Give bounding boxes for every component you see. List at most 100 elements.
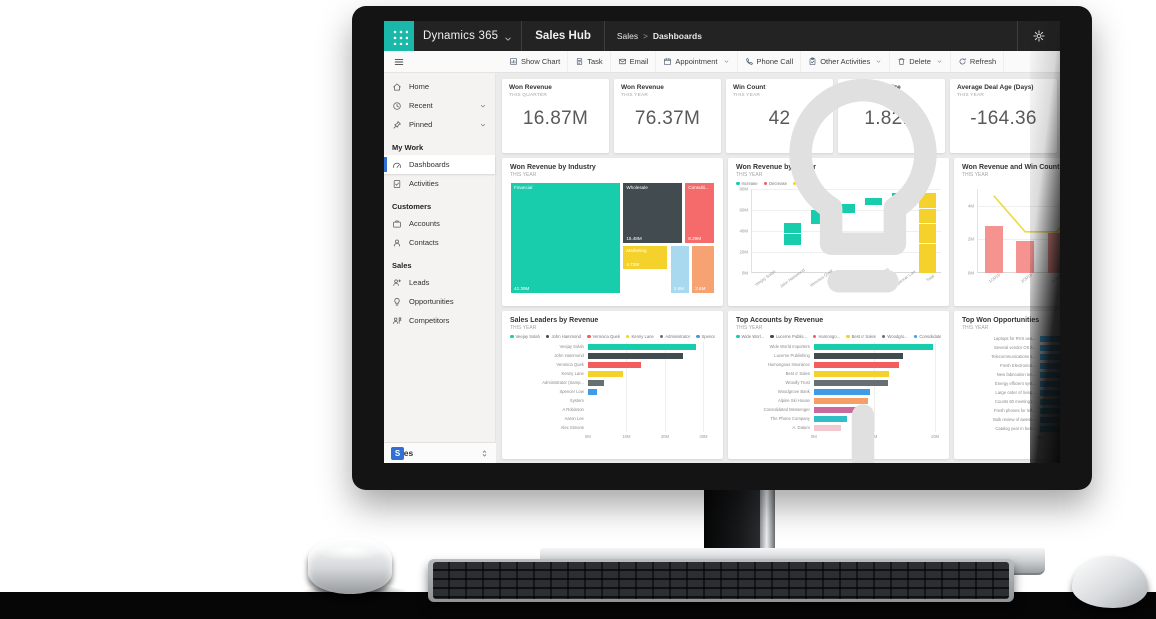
gridline — [703, 360, 705, 369]
chevron-down-icon[interactable] — [479, 102, 487, 110]
waffle-menu-icon[interactable] — [384, 21, 414, 51]
trash-icon — [897, 57, 906, 66]
chevron-down-icon[interactable] — [479, 121, 487, 129]
treemap-tile-marketing[interactable]: Marketing 4.72M — [622, 245, 669, 271]
product-name[interactable]: Dynamics 365 — [423, 30, 499, 42]
bar[interactable] — [587, 388, 597, 395]
sidebar-item-accounts[interactable]: Accounts — [384, 214, 495, 233]
treemap-tile-small[interactable]: 2.9M — [669, 245, 690, 294]
bar[interactable] — [1039, 416, 1060, 423]
chart-legend: Wide Worl... Lucerne Publis... Humongo... B… — [736, 334, 941, 339]
bar[interactable] — [813, 388, 870, 395]
updown-icon[interactable] — [480, 449, 489, 458]
bar[interactable] — [587, 379, 605, 386]
bar-row-plot — [813, 351, 941, 360]
treemap-tile-consumer-services[interactable]: Consumer Services — [622, 271, 669, 294]
sidebar-item-pinned[interactable]: Pinned — [384, 115, 495, 134]
bar-row-label: Woodly Trust — [785, 380, 810, 385]
waterfall-bar[interactable] — [784, 222, 801, 245]
bar[interactable] — [587, 370, 623, 377]
sidebar-item-contacts[interactable]: Contacts — [384, 233, 495, 252]
surface-dial[interactable] — [308, 537, 392, 594]
cmd-refresh[interactable]: Refresh — [951, 51, 1005, 72]
waterfall-bar[interactable] — [865, 198, 882, 205]
trend-bar[interactable] — [1016, 241, 1035, 273]
cmd-email[interactable]: Email — [611, 51, 657, 72]
cmd-delete[interactable]: Delete — [890, 51, 951, 72]
cmd-phone-call[interactable]: Phone Call — [738, 51, 802, 72]
chevron-down-icon[interactable] — [875, 58, 882, 65]
compass-icon[interactable] — [713, 21, 1013, 27]
hamburger-icon[interactable] — [393, 56, 405, 68]
treemap-tile-label: Financial — [514, 185, 533, 190]
bar[interactable] — [1039, 398, 1060, 405]
chart-card-sales-leaders-by-revenue[interactable]: Sales Leaders by Revenue THIS YEAR Veejay … — [502, 311, 723, 459]
bar[interactable] — [587, 361, 642, 368]
mouse[interactable] — [1072, 556, 1148, 608]
bar[interactable] — [1039, 344, 1060, 351]
cmd-other-activities[interactable]: Other Activities — [801, 51, 891, 72]
treemap-tile-consulti[interactable]: Consulti... 8.29M — [684, 182, 715, 245]
treemap-tile-financial[interactable]: Financial 42.39M — [510, 182, 621, 294]
bar[interactable] — [813, 415, 847, 422]
cmd-show-chart[interactable]: Show Chart — [502, 51, 569, 72]
cmd-task[interactable]: Task — [568, 51, 611, 72]
bar[interactable] — [587, 343, 696, 350]
chart-card-top-accounts-by-revenue[interactable]: Top Accounts by Revenue THIS YEAR Wide Wor… — [728, 311, 949, 459]
plus-icon[interactable] — [713, 363, 1013, 463]
waterfall-bar[interactable] — [838, 203, 855, 214]
dashboard-icon — [392, 160, 402, 170]
bar[interactable] — [1039, 407, 1060, 414]
bar[interactable] — [813, 424, 841, 431]
sidebar-item-recent[interactable]: Recent — [384, 96, 495, 115]
cmd-appointment[interactable]: Appointment — [656, 51, 738, 72]
gridline — [934, 369, 936, 378]
chevron-down-icon[interactable] — [936, 58, 943, 65]
legend-item: Kenny Lane — [625, 334, 654, 339]
bar[interactable] — [1039, 335, 1060, 342]
keyboard[interactable] — [428, 559, 1014, 602]
bar[interactable] — [1039, 362, 1060, 369]
treemap-tile-small[interactable]: 2.6M — [691, 245, 715, 294]
breadcrumb-page[interactable]: Dashboards — [652, 31, 702, 41]
bar[interactable] — [813, 379, 888, 386]
bar[interactable] — [1039, 389, 1060, 396]
bar[interactable] — [813, 352, 904, 359]
chevron-down-icon[interactable] — [503, 31, 513, 41]
bar[interactable] — [1039, 371, 1060, 378]
bar[interactable] — [1039, 425, 1060, 432]
sidebar-item-home[interactable]: Home — [384, 77, 495, 96]
bar-row-plot — [587, 378, 715, 387]
kpi-card-won-revenue-this-quarter[interactable]: Won Revenue THIS QUARTER 16.87M — [502, 79, 609, 153]
chart-card-won-revenue-by-industry[interactable]: Won Revenue by Industry THIS YEAR Financia… — [502, 158, 723, 306]
bar[interactable] — [813, 370, 889, 377]
bulb-icon[interactable] — [713, 45, 1013, 345]
sidebar-item-leads[interactable]: Leads — [384, 273, 495, 292]
breadcrumb-section[interactable]: Sales — [616, 31, 639, 41]
bar[interactable] — [587, 352, 684, 359]
gridline — [874, 414, 876, 423]
kpi-subtitle: THIS YEAR — [957, 93, 985, 99]
treemap-tile-wholesale[interactable]: Wholesale 15.48M — [622, 182, 683, 245]
trend-bar[interactable] — [984, 225, 1003, 273]
sidebar-item-activities[interactable]: Activities — [384, 174, 495, 193]
gear-icon[interactable] — [1032, 29, 1046, 43]
bar[interactable] — [813, 343, 933, 350]
leads-icon — [392, 278, 402, 288]
bar[interactable] — [1039, 380, 1060, 387]
waterfall-bar[interactable] — [919, 193, 936, 273]
kpi-card-won-revenue-this-year[interactable]: Won Revenue THIS YEAR 76.37M — [614, 79, 721, 153]
sidebar-item-competitors[interactable]: Competitors — [384, 311, 495, 330]
bar-row-plot — [587, 369, 715, 378]
sidebar-item-opportunities[interactable]: Opportunities — [384, 292, 495, 311]
chevron-down-icon[interactable] — [723, 58, 730, 65]
bar[interactable] — [813, 406, 862, 413]
cmd-label: Appointment — [675, 57, 718, 66]
area-switcher[interactable]: S Sales — [384, 442, 496, 463]
bar[interactable] — [1039, 353, 1060, 360]
bar-row-label: A Robinson — [562, 407, 584, 412]
bar[interactable] — [813, 361, 899, 368]
hub-name[interactable]: Sales Hub — [535, 30, 591, 42]
bar[interactable] — [813, 397, 869, 404]
sidebar-item-dashboards[interactable]: Dashboards — [384, 155, 495, 174]
